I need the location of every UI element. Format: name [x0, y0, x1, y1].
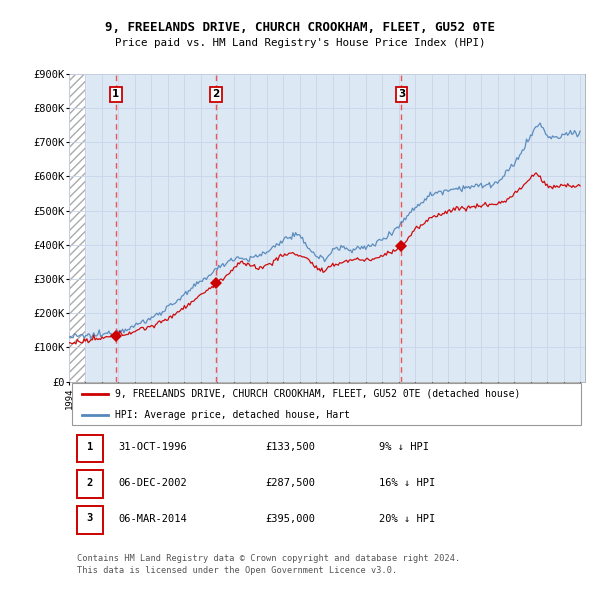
- Text: 9, FREELANDS DRIVE, CHURCH CROOKHAM, FLEET, GU52 0TE: 9, FREELANDS DRIVE, CHURCH CROOKHAM, FLE…: [105, 21, 495, 34]
- Text: £395,000: £395,000: [265, 514, 315, 524]
- Text: 31-OCT-1996: 31-OCT-1996: [118, 442, 187, 453]
- Text: 9% ↓ HPI: 9% ↓ HPI: [379, 442, 428, 453]
- Text: 06-DEC-2002: 06-DEC-2002: [118, 478, 187, 488]
- Text: 16% ↓ HPI: 16% ↓ HPI: [379, 478, 435, 488]
- Text: £133,500: £133,500: [265, 442, 315, 453]
- Text: Contains HM Land Registry data © Crown copyright and database right 2024.
This d: Contains HM Land Registry data © Crown c…: [77, 555, 460, 575]
- Text: 9, FREELANDS DRIVE, CHURCH CROOKHAM, FLEET, GU52 0TE (detached house): 9, FREELANDS DRIVE, CHURCH CROOKHAM, FLE…: [115, 389, 521, 399]
- Text: 3: 3: [86, 513, 93, 523]
- FancyBboxPatch shape: [77, 470, 103, 498]
- Text: 1: 1: [86, 442, 93, 452]
- Text: Price paid vs. HM Land Registry's House Price Index (HPI): Price paid vs. HM Land Registry's House …: [115, 38, 485, 48]
- FancyBboxPatch shape: [77, 506, 103, 533]
- Text: 3: 3: [398, 89, 405, 99]
- Bar: [69, 74, 85, 382]
- Text: 2: 2: [86, 478, 93, 488]
- FancyBboxPatch shape: [71, 384, 581, 425]
- FancyBboxPatch shape: [77, 435, 103, 463]
- Text: 1: 1: [112, 89, 119, 99]
- Text: HPI: Average price, detached house, Hart: HPI: Average price, detached house, Hart: [115, 411, 350, 421]
- Text: 20% ↓ HPI: 20% ↓ HPI: [379, 514, 435, 524]
- Text: £287,500: £287,500: [265, 478, 315, 488]
- Text: 2: 2: [212, 89, 220, 99]
- Bar: [69, 74, 85, 382]
- Text: 06-MAR-2014: 06-MAR-2014: [118, 514, 187, 524]
